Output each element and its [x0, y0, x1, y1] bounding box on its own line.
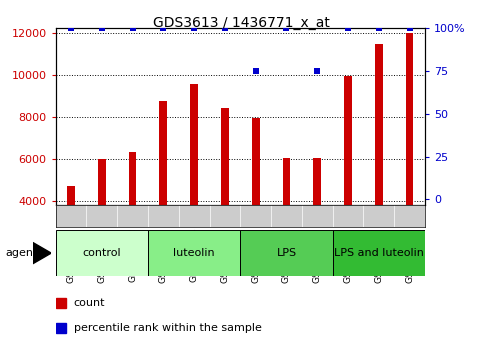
Polygon shape	[33, 242, 51, 264]
Bar	[56, 298, 66, 308]
Bar	[406, 33, 413, 285]
Bar	[56, 230, 148, 276]
Bar	[190, 84, 198, 285]
Text: GDS3613 / 1436771_x_at: GDS3613 / 1436771_x_at	[153, 16, 330, 30]
Text: LPS and luteolin: LPS and luteolin	[334, 248, 424, 258]
Bar	[128, 152, 136, 285]
Point	[159, 25, 167, 31]
Point	[67, 25, 75, 31]
Point	[313, 68, 321, 74]
Bar	[159, 101, 167, 285]
Point	[128, 25, 136, 31]
Point	[283, 25, 290, 31]
Text: agent: agent	[6, 248, 38, 258]
Bar	[252, 118, 259, 285]
Point	[190, 25, 198, 31]
Point	[406, 25, 413, 31]
Bar	[241, 230, 333, 276]
Text: luteolin: luteolin	[173, 248, 215, 258]
Bar	[221, 108, 229, 285]
Point	[221, 25, 229, 31]
Bar	[313, 158, 321, 285]
Point	[375, 25, 383, 31]
Bar	[375, 44, 383, 285]
Bar	[67, 186, 75, 285]
Bar	[148, 230, 241, 276]
Bar	[98, 159, 106, 285]
Point	[98, 25, 106, 31]
Point	[252, 68, 259, 74]
Text: control: control	[83, 248, 121, 258]
Point	[344, 25, 352, 31]
Text: LPS: LPS	[276, 248, 297, 258]
Bar	[333, 230, 425, 276]
Text: count: count	[73, 298, 105, 308]
Text: percentile rank within the sample: percentile rank within the sample	[73, 322, 261, 332]
Bar	[344, 76, 352, 285]
Bar	[56, 323, 66, 333]
Bar	[283, 158, 290, 285]
